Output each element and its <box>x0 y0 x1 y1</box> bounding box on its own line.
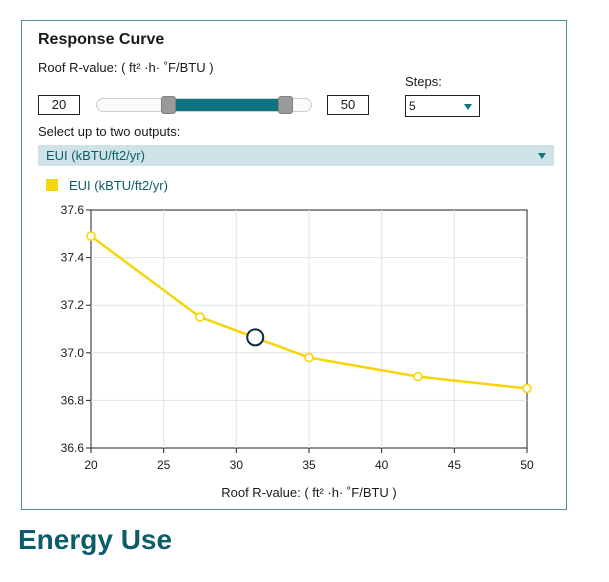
panel-title: Response Curve <box>38 31 165 48</box>
data-point[interactable] <box>522 383 532 394</box>
chevron-down-icon <box>464 104 472 110</box>
legend-swatch <box>46 179 58 191</box>
range-min-input[interactable]: 20 <box>38 95 80 115</box>
page-heading: Energy Use <box>18 524 173 555</box>
x-tick-label: 20 <box>84 458 98 472</box>
data-point[interactable] <box>304 352 314 363</box>
output-dropdown[interactable]: EUI (kBTU/ft2/yr) <box>38 145 554 166</box>
tick-labels: 20 25 30 35 40 45 50 36.6 36.8 37.0 37.2 37.4 37.6 <box>61 203 534 472</box>
steps-label: Steps: <box>405 74 442 89</box>
parameter-label: Roof R-value: ( ft² ·h· ˚F/BTU ) <box>38 60 214 75</box>
range-slider-high-handle[interactable] <box>278 96 293 114</box>
steps-value: 5 <box>409 99 416 113</box>
x-tick-label: 45 <box>448 458 462 472</box>
output-dropdown-value: EUI (kBTU/ft2/yr) <box>46 148 145 163</box>
chevron-down-icon <box>538 153 546 159</box>
steps-dropdown[interactable]: 5 <box>405 95 480 117</box>
outputs-label: Select up to two outputs: <box>38 124 181 139</box>
range-slider-low-handle[interactable] <box>161 96 176 114</box>
x-tick-label: 25 <box>157 458 171 472</box>
legend-label: EUI (kBTU/ft2/yr) <box>69 178 168 193</box>
data-point[interactable] <box>413 371 423 382</box>
x-tick-label: 30 <box>230 458 244 472</box>
y-tick-label: 36.6 <box>61 441 85 455</box>
range-max-input[interactable]: 50 <box>327 95 369 115</box>
chart-legend: EUI (kBTU/ft2/yr) <box>46 178 168 193</box>
x-tick-label: 35 <box>302 458 316 472</box>
series-layer <box>86 231 532 394</box>
y-tick-label: 37.6 <box>61 203 85 217</box>
x-tick-label: 40 <box>375 458 389 472</box>
data-point[interactable] <box>195 312 205 322</box>
range-slider-fill <box>168 99 286 111</box>
grid-lines <box>91 210 527 448</box>
current-value-marker[interactable] <box>246 328 265 347</box>
y-tick-label: 37.4 <box>61 251 85 265</box>
x-tick-label: 50 <box>520 458 534 472</box>
data-point[interactable] <box>86 231 96 241</box>
y-tick-label: 37.2 <box>61 298 85 312</box>
y-tick-label: 37.0 <box>61 346 85 360</box>
x-axis-label: Roof R-value: ( ft² ·h· ˚F/BTU ) <box>221 485 397 500</box>
y-tick-label: 36.8 <box>61 393 85 407</box>
